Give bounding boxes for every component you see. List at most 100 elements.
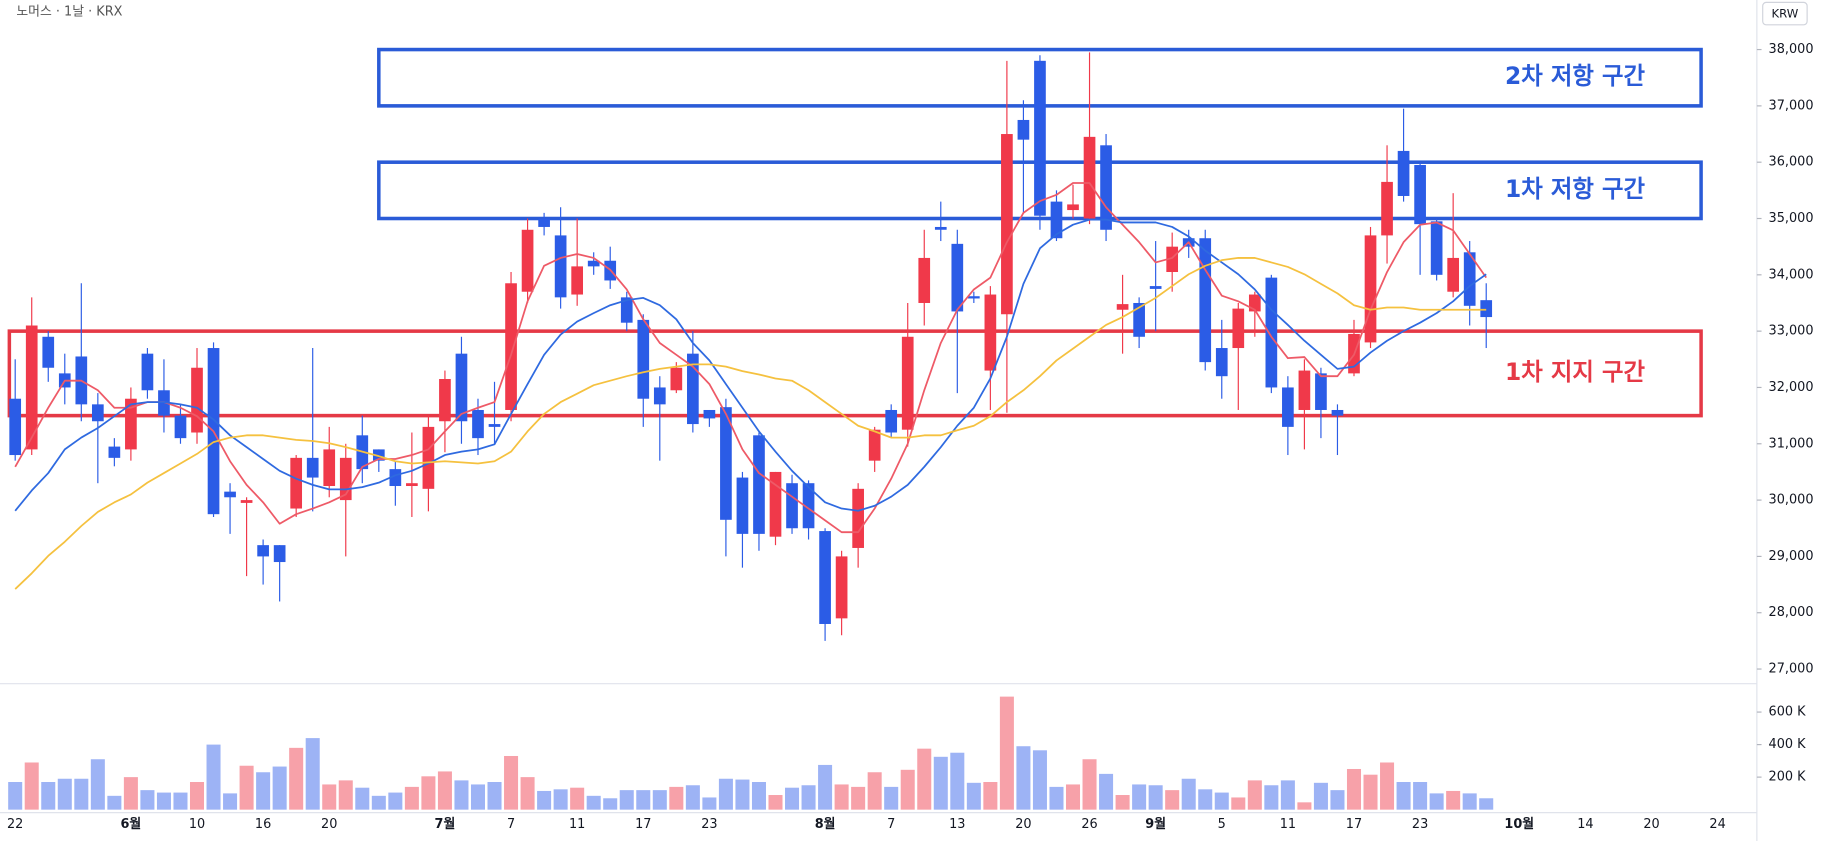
candle-body: [125, 398, 137, 450]
x-tick-label: 11: [569, 817, 585, 832]
volume-bar: [1214, 792, 1229, 810]
candle-body: [1149, 286, 1162, 289]
candle-body: [488, 424, 501, 427]
candle-body: [306, 457, 319, 478]
volume-bar: [1264, 785, 1279, 810]
candle-body: [372, 449, 385, 461]
x-tick-label: 17: [635, 817, 651, 832]
volume-bar: [669, 786, 684, 810]
volume-bar: [1032, 750, 1047, 810]
candle-body: [1315, 373, 1327, 410]
candle-body: [1199, 238, 1212, 363]
volume-bar: [933, 756, 948, 810]
y-tick-label: 36,000: [1769, 155, 1814, 170]
x-tick-label: 7: [507, 817, 515, 832]
candle-body: [141, 353, 154, 391]
volume-bar: [1280, 780, 1295, 810]
candle-body: [1414, 165, 1426, 225]
candle-body: [1001, 134, 1013, 315]
volume-bar: [636, 790, 651, 810]
volume-bar: [1065, 784, 1081, 810]
x-tick-label: 24: [1709, 817, 1725, 832]
zone: [7, 329, 1703, 418]
volume-bar: [983, 782, 998, 810]
candle-body: [1215, 348, 1228, 377]
volume-bar: [834, 784, 849, 810]
candle-body: [1248, 294, 1261, 312]
candle-body: [637, 319, 650, 399]
candle-body: [339, 457, 352, 501]
volume-bar: [90, 759, 105, 810]
volume-bar: [140, 790, 155, 810]
candle-body: [554, 235, 567, 298]
volume-tick-label: 200 K: [1769, 770, 1807, 785]
volume-bar: [1297, 802, 1312, 810]
candle-body: [422, 426, 435, 489]
candle-body: [1282, 387, 1294, 427]
volume-bar: [107, 795, 122, 810]
candle-body: [1298, 370, 1311, 410]
volume-tick-label: 600 K: [1769, 705, 1807, 720]
volume-bar: [851, 786, 866, 810]
volume-bar: [1396, 782, 1411, 810]
candle-body: [1050, 201, 1063, 239]
x-tick-label: 10월: [1504, 816, 1534, 832]
candle-body: [918, 257, 931, 303]
candle-body: [967, 296, 980, 299]
volume-bar: [74, 778, 89, 810]
x-tick-label: 7: [887, 817, 895, 832]
x-tick-label: 23: [701, 817, 717, 832]
candle-body: [769, 471, 782, 537]
volume-bar: [173, 792, 188, 810]
moving-average-line: [14, 182, 1487, 534]
candle-body: [224, 491, 236, 498]
volume-bar: [652, 790, 667, 810]
candle-body: [191, 367, 203, 433]
currency-box: [1762, 1, 1808, 26]
candle-body: [1083, 136, 1096, 219]
candle-body: [1017, 119, 1030, 140]
y-tick-label: 31,000: [1769, 436, 1814, 451]
volume-bar: [1099, 773, 1114, 810]
y-tick-label: 32,000: [1769, 380, 1814, 395]
x-tick-label: 26: [1081, 817, 1097, 832]
candle-body: [1331, 409, 1344, 416]
volume-bar: [1346, 768, 1362, 810]
y-tick-label: 30,000: [1769, 493, 1814, 508]
candle-body: [571, 266, 584, 295]
volume-bar: [1049, 786, 1064, 810]
x-tick-label: 14: [1577, 817, 1593, 832]
candle-body: [1381, 181, 1393, 236]
candle-body: [538, 218, 550, 227]
candle-body: [868, 429, 881, 461]
zone-label: 2차 저항 구간: [1505, 62, 1645, 90]
volume-bar: [1016, 746, 1031, 810]
y-tick-label: 28,000: [1769, 605, 1814, 620]
volume-bar: [950, 752, 965, 810]
volume-bar: [454, 780, 469, 810]
volume-bar: [735, 779, 750, 810]
volume-bar: [123, 777, 138, 810]
volume-bar: [900, 769, 915, 810]
candle-body: [505, 283, 517, 410]
volume-bar: [421, 776, 436, 810]
volume-bar: [404, 786, 419, 810]
volume-bar: [355, 787, 370, 810]
x-tick-label: 7월: [435, 816, 456, 832]
candle-body: [455, 353, 468, 422]
candle-body: [620, 297, 633, 323]
candle-body: [819, 531, 831, 624]
volume-bar: [57, 778, 72, 810]
volume-bar: [156, 792, 171, 810]
volume-bar: [1363, 774, 1378, 810]
candle-body: [25, 325, 38, 450]
candle-body: [1480, 300, 1493, 318]
candle-body: [885, 409, 898, 433]
candle-body: [720, 407, 732, 520]
candle-body: [786, 483, 798, 529]
volume-bar: [702, 797, 717, 810]
volume-bar: [884, 786, 899, 810]
volume-bar: [1132, 784, 1147, 810]
